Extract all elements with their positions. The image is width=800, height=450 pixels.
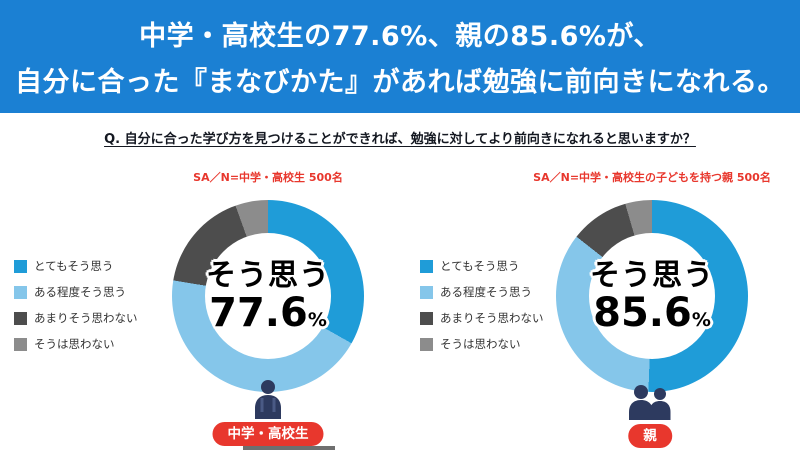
legend-swatch-somewhat-agree	[420, 285, 433, 299]
survey-question: Q. 自分に合った学び方を見つけることができれば、勉強に対してより前向きになれる…	[0, 128, 800, 147]
legend-item: ある程度そう思う	[14, 284, 174, 300]
donut-center-value-row: 85.6%	[593, 292, 711, 334]
legend-swatch-very-agree	[14, 259, 27, 273]
donut-center-value: 85.6	[593, 289, 692, 336]
legend-label: ある程度そう思う	[34, 285, 126, 299]
legend-label: とてもそう思う	[34, 259, 114, 273]
donut-center-parents: そう思う 85.6%	[556, 200, 748, 392]
legend-parents: とてもそう思う ある程度そう思う あまりそう思わない そうは思わない	[420, 258, 580, 362]
legend-item: ある程度そう思う	[420, 284, 580, 300]
sample-label-parents: SA／N=中学・高校生の子どもを持つ親 500名	[533, 171, 771, 184]
legend-item: とてもそう思う	[14, 258, 174, 274]
student-icon	[251, 379, 285, 423]
banner-line-1: 中学・高校生の77.6%、親の85.6%が、	[139, 21, 661, 52]
badge-parents: 親	[628, 424, 672, 449]
legend-swatch-very-agree	[420, 259, 433, 273]
legend-label: あまりそう思わない	[34, 311, 138, 325]
legend-item: あまりそう思わない	[14, 310, 174, 326]
legend-swatch-disagree	[14, 337, 27, 351]
legend-item: あまりそう思わない	[420, 310, 580, 326]
donut-center-value: 77.6	[209, 289, 308, 336]
legend-swatch-disagree	[420, 337, 433, 351]
legend-swatch-somewhat-disagree	[420, 311, 433, 325]
legend-students: とてもそう思う ある程度そう思う あまりそう思わない そうは思わない	[14, 258, 174, 362]
legend-item: そうは思わない	[14, 336, 174, 352]
donut-hole	[589, 233, 715, 359]
percent-unit: %	[691, 308, 711, 331]
legend-swatch-somewhat-disagree	[14, 311, 27, 325]
donut-center-label: そう思う	[590, 257, 714, 293]
percent-unit: %	[307, 308, 327, 331]
donut-chart-parents: そう思う 85.6%	[556, 200, 748, 392]
legend-label: そうは思わない	[440, 337, 521, 351]
donut-center-value-row: 77.6%	[209, 292, 327, 334]
banner-line-2: 自分に合った『まなびかた』があれば勉強に前向きになれる。	[15, 67, 785, 98]
survey-question-text: Q. 自分に合った学び方を見つけることができれば、勉強に対してより前向きになれる…	[104, 132, 696, 147]
legend-swatch-somewhat-agree	[14, 285, 27, 299]
parents-icon	[627, 384, 673, 424]
legend-item: そうは思わない	[420, 336, 580, 352]
headline-banner: 中学・高校生の77.6%、親の85.6%が、 自分に合った『まなびかた』があれば…	[0, 0, 800, 113]
donut-center-students: そう思う 77.6%	[172, 200, 364, 392]
legend-item: とてもそう思う	[420, 258, 580, 274]
donut-center-label: そう思う	[206, 257, 330, 293]
donut-hole	[205, 233, 331, 359]
donut-chart-students: そう思う 77.6%	[172, 200, 364, 392]
legend-label: あまりそう思わない	[440, 311, 544, 325]
legend-label: ある程度そう思う	[440, 285, 532, 299]
cropped-bottom-element	[243, 446, 335, 450]
sample-label-students: SA／N=中学・高校生 500名	[193, 171, 343, 184]
badge-students: 中学・高校生	[212, 422, 324, 447]
legend-label: そうは思わない	[34, 337, 115, 351]
legend-label: とてもそう思う	[440, 259, 520, 273]
